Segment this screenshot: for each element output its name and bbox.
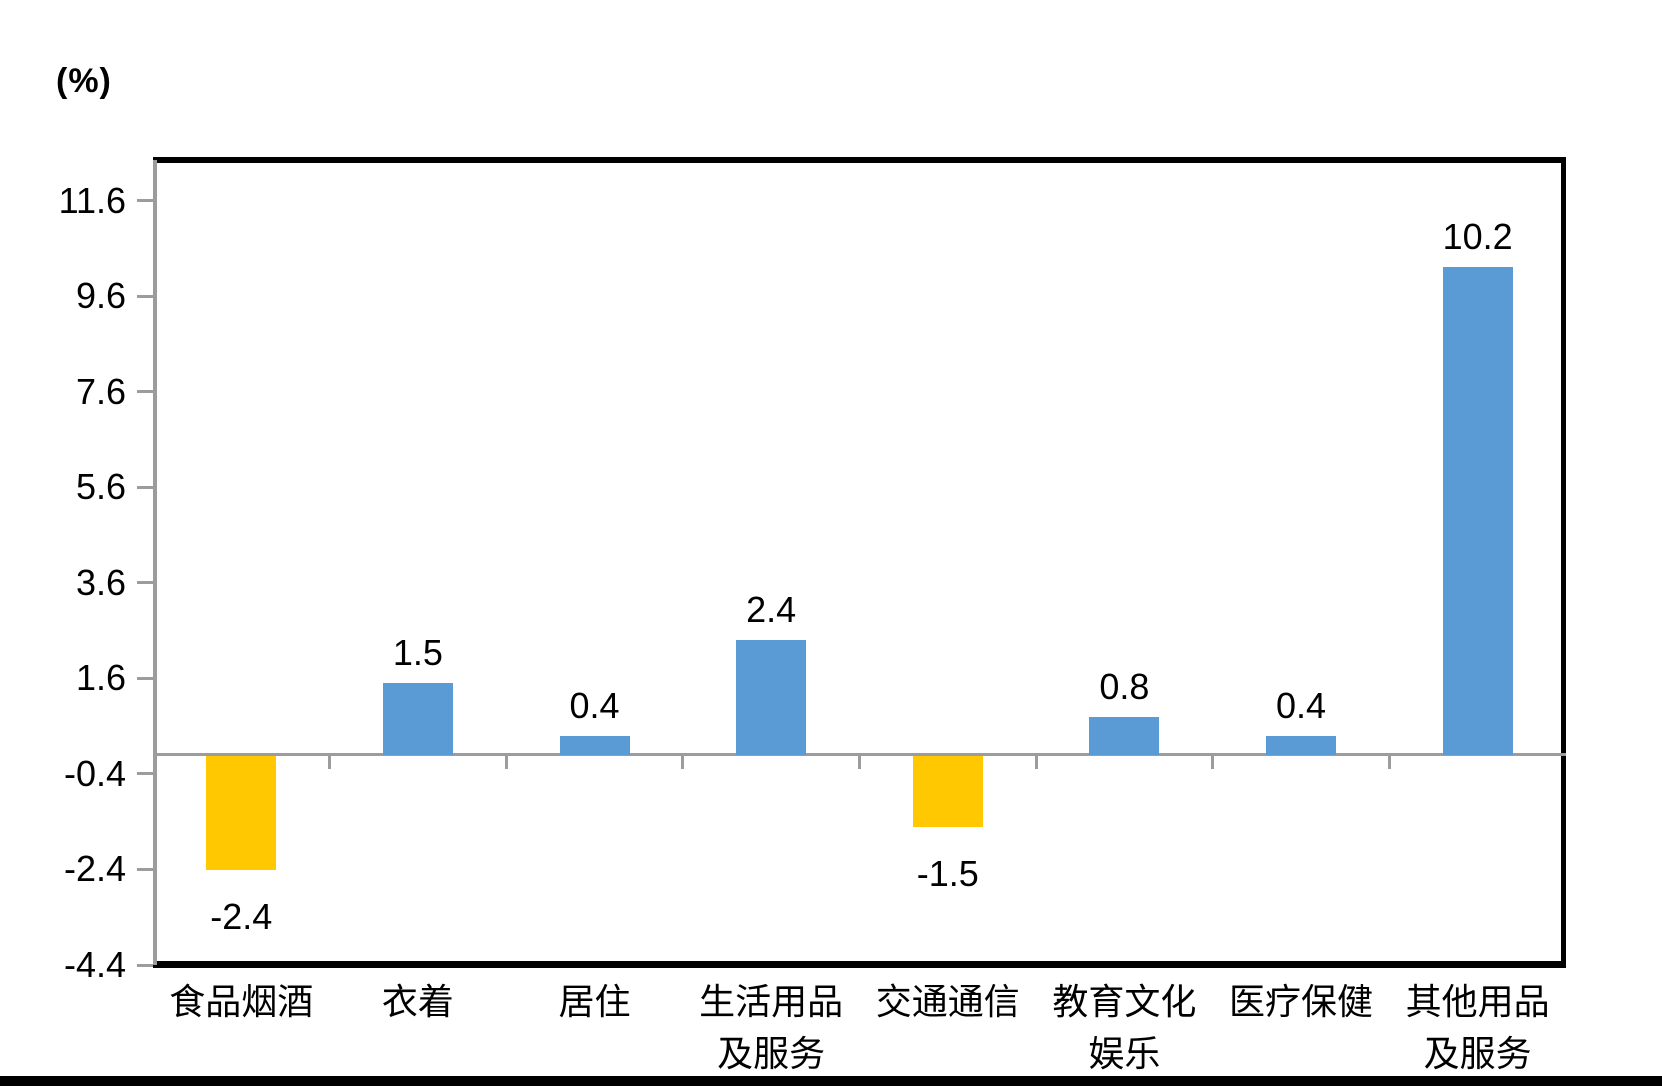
category-label-line: 交通通信	[875, 981, 1020, 1022]
x-axis-tick-mark	[504, 754, 508, 769]
bar-value-label: 0.8	[1099, 665, 1150, 707]
plot-area-border	[153, 157, 1566, 968]
x-axis-tick-mark	[328, 754, 332, 769]
category-label-line: 居住	[558, 981, 631, 1022]
bar-value-label: 10.2	[1442, 216, 1513, 258]
x-axis-tick-mark	[858, 754, 861, 769]
category-label: 居住	[506, 976, 683, 1028]
category-label-line: 其他用品	[1405, 981, 1550, 1022]
bar-value-label: -1.5	[916, 853, 979, 895]
y-axis-tick-mark	[137, 581, 153, 585]
y-axis-tick-mark	[137, 676, 153, 680]
category-label: 其他用品 及服务	[1389, 976, 1566, 1080]
category-label-line: 衣着	[381, 981, 454, 1022]
y-axis-tick-mark	[137, 294, 153, 298]
bar-7	[1266, 735, 1337, 755]
y-axis-tick-label: 3.6	[75, 561, 126, 603]
x-axis-tick-mark	[681, 754, 685, 769]
bar-3	[559, 735, 630, 755]
y-axis-tick-mark	[137, 199, 153, 203]
bar-5	[912, 755, 983, 828]
bar-2	[382, 683, 453, 755]
bar-4	[736, 640, 807, 755]
y-axis-tick-label: 1.6	[75, 657, 126, 699]
bar-value-label: 2.4	[746, 589, 797, 631]
category-label: 医疗保健	[1213, 976, 1390, 1028]
category-label-line: 食品烟酒	[169, 981, 314, 1022]
y-axis-tick-label: -4.4	[63, 944, 126, 985]
x-axis-tick-mark	[1387, 754, 1391, 769]
y-axis-tick-label: 9.6	[75, 275, 126, 317]
bar-value-label: 0.4	[1276, 684, 1327, 726]
bar-6	[1089, 716, 1160, 755]
category-label: 生活用品 及服务	[683, 976, 860, 1080]
bar-8	[1442, 267, 1513, 755]
x-axis-tick-mark	[1034, 754, 1038, 769]
y-axis-tick-mark	[137, 867, 153, 871]
x-axis-tick-mark	[1211, 754, 1215, 769]
bottom-divider-line	[0, 1076, 1662, 1086]
category-label-line: 教育文化	[1052, 981, 1197, 1022]
category-label-line: 及服务	[717, 1033, 826, 1074]
y-axis-tick-label: 7.6	[75, 370, 126, 412]
category-label-line: 及服务	[1423, 1033, 1532, 1074]
bar-1	[206, 755, 277, 871]
y-axis-tick-label: 11.6	[58, 179, 126, 221]
y-axis-tick-mark	[137, 390, 153, 394]
y-axis-tick-label: 5.6	[75, 466, 126, 508]
y-axis-unit-label: (%)	[56, 62, 112, 100]
y-axis-line	[153, 160, 157, 965]
y-axis-tick-label: -0.4	[63, 752, 126, 794]
category-label-line: 娱乐	[1088, 1033, 1161, 1074]
category-label: 食品烟酒	[153, 976, 330, 1028]
y-axis-tick-mark	[137, 772, 153, 776]
category-label: 衣着	[330, 976, 507, 1028]
bar-value-label: -2.4	[210, 896, 273, 938]
category-label-line: 生活用品	[699, 981, 844, 1022]
y-axis-tick-mark	[137, 485, 153, 489]
bar-value-label: 0.4	[569, 684, 620, 726]
category-label: 教育文化 娱乐	[1036, 976, 1213, 1080]
y-axis-tick-label: -2.4	[63, 848, 126, 890]
bar-value-label: 1.5	[392, 632, 443, 674]
category-label: 交通通信	[860, 976, 1037, 1028]
category-label-line: 医疗保健	[1229, 981, 1374, 1022]
y-axis-tick-mark	[137, 963, 153, 967]
